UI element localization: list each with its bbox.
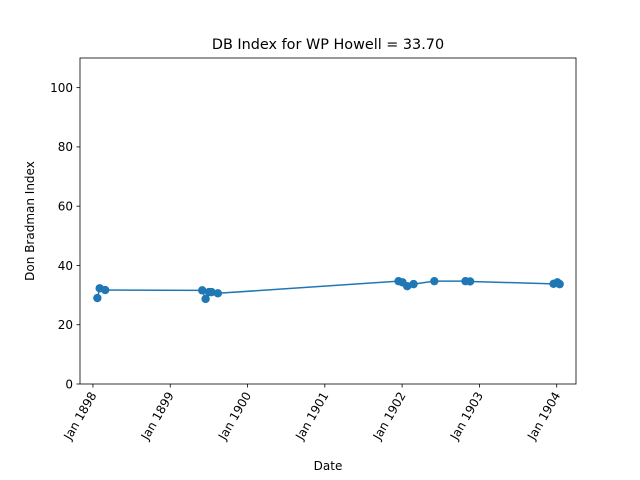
x-tick-label-3: Jan 1901: [292, 390, 331, 444]
data-point-2: [101, 285, 110, 295]
x-tick-label-0: Jan 1898: [60, 390, 99, 444]
y-axis: 0 20 40 60 80 100: [50, 81, 80, 391]
data-point-14: [465, 277, 475, 286]
data-point-0: [93, 293, 102, 303]
data-point-4: [201, 294, 210, 304]
y-tick-label-60: 60: [58, 199, 73, 213]
y-axis-label: Don Bradman Index: [23, 161, 37, 281]
data-point-11: [409, 279, 418, 289]
y-tick-label-100: 100: [50, 81, 73, 95]
y-tick-label-40: 40: [58, 259, 73, 273]
x-axis-label: Date: [314, 459, 343, 473]
plot-area-frame: [79, 57, 577, 385]
chart-title: DB Index for WP Howell = 33.70: [212, 37, 444, 53]
y-tick-label-20: 20: [58, 318, 73, 332]
y-tick-label-0: 0: [65, 377, 73, 391]
series-line: [96, 280, 561, 300]
data-point-12: [430, 276, 439, 286]
x-tick-label-2: Jan 1900: [215, 390, 254, 444]
y-tick-label-80: 80: [58, 140, 73, 154]
x-tick-label-6: Jan 1904: [524, 390, 563, 444]
data-point-3: [197, 286, 207, 295]
data-point-17: [555, 279, 564, 289]
x-tick-label-5: Jan 1903: [447, 390, 486, 444]
data-point-10: [403, 282, 412, 291]
x-tick-label-4: Jan 1902: [370, 390, 409, 444]
x-axis: Jan 1898 Jan 1899 Jan 1900 Jan 1901 Jan 1902…: [60, 384, 563, 443]
data-point-7: [213, 289, 223, 298]
x-tick-label-1: Jan 1899: [138, 390, 177, 444]
data-point-6: [207, 287, 216, 297]
series-db-index: [93, 276, 564, 304]
